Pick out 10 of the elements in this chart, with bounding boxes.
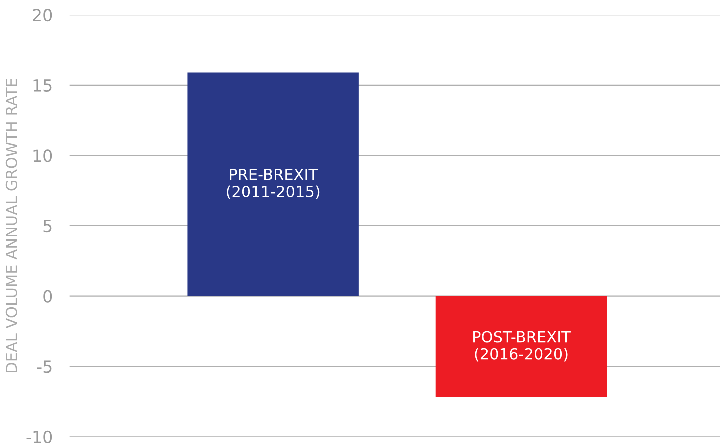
y-tick-label: 10 bbox=[34, 150, 52, 162]
y-tick-label: 5 bbox=[44, 220, 52, 233]
y-tick-label: 20 bbox=[33, 9, 52, 22]
x-tick-label: POST-BREXIT (2016-2020) bbox=[474, 331, 571, 362]
y-axis-title: DEAL VOLUME ANNUAL GROWTH RATE bbox=[6, 79, 18, 372]
y-tick-label: 15 bbox=[34, 80, 52, 92]
x-tick-label: PRE-BREXIT (2011-2015) bbox=[227, 169, 320, 200]
y-tick-label: -10 bbox=[26, 430, 52, 444]
y-tick-label: -5 bbox=[37, 360, 52, 374]
y-tick-label: 0 bbox=[44, 290, 52, 303]
